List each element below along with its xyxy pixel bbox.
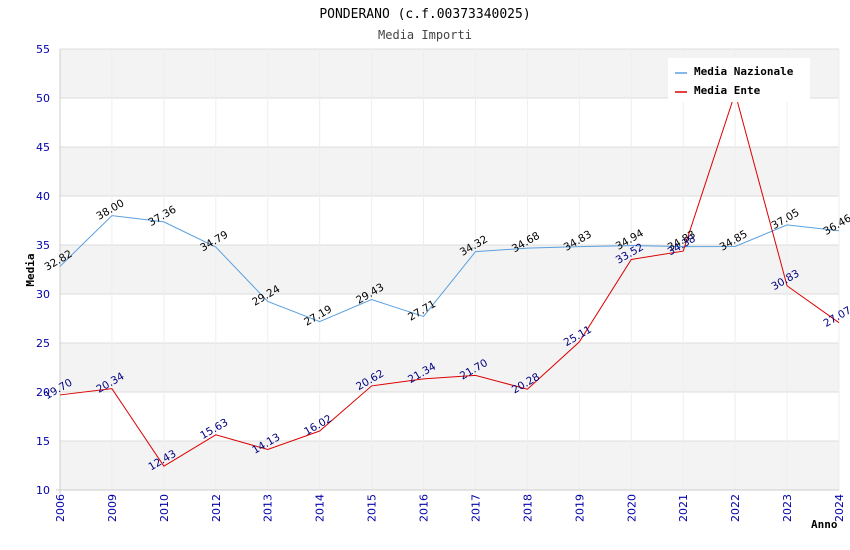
data-label: 27.71 <box>406 298 438 323</box>
chart-title: PONDERANO (c.f.00373340025) <box>319 7 530 22</box>
series-line-ente <box>59 91 840 467</box>
x-tick-label: 2010 <box>158 494 171 522</box>
x-tick-label: 2021 <box>677 494 690 522</box>
x-axis-label: Anno <box>811 518 838 531</box>
grid-band <box>60 441 839 490</box>
x-tick-label: 2015 <box>366 494 379 522</box>
x-tick-label: 2016 <box>418 494 431 522</box>
chart-subtitle: Media Importi <box>378 28 472 42</box>
data-label: 37.05 <box>770 207 802 232</box>
y-tick-label: 30 <box>36 288 50 301</box>
data-label: 27.07 <box>821 304 850 329</box>
y-tick-label: 50 <box>36 92 50 105</box>
legend: Media Nazionale Media Ente <box>668 58 810 102</box>
grid-band <box>60 245 839 294</box>
data-label: 37.36 <box>146 203 178 229</box>
x-tick-label: 2014 <box>314 494 327 522</box>
y-axis-label: Media <box>24 253 37 286</box>
y-tick-label: 40 <box>36 190 50 203</box>
data-label: 19.70 <box>42 377 74 402</box>
data-label: 38.00 <box>94 197 126 222</box>
data-label: 16.02 <box>302 413 334 438</box>
data-label: 36.46 <box>821 212 850 238</box>
x-tick-label: 2020 <box>625 494 638 522</box>
series-line-nazionale <box>59 215 840 323</box>
x-tick-label: 2006 <box>54 494 67 522</box>
grid-band <box>60 147 839 196</box>
x-tick-label: 2018 <box>521 494 534 522</box>
x-tick-label: 2019 <box>573 494 586 522</box>
x-tick-label: 2017 <box>469 494 482 522</box>
y-tick-label: 10 <box>36 484 50 497</box>
y-tick-label: 35 <box>36 239 50 252</box>
x-tick-label: 2009 <box>106 494 119 522</box>
y-tick-label: 55 <box>36 43 50 56</box>
data-label: 15.63 <box>198 417 230 442</box>
y-tick-label: 15 <box>36 435 50 448</box>
data-label: 27.19 <box>302 303 334 328</box>
y-tick-label: 45 <box>36 141 50 154</box>
x-tick-label: 2023 <box>781 494 794 522</box>
legend-label-ente: Media Ente <box>694 84 761 97</box>
x-tick-label: 2013 <box>262 494 275 522</box>
grid-band <box>60 343 839 392</box>
x-tick-label: 2024 <box>833 494 846 522</box>
legend-label-nazionale: Media Nazionale <box>694 65 794 78</box>
x-tick-label: 2012 <box>210 494 223 522</box>
y-tick-label: 20 <box>36 386 50 399</box>
x-tick-label: 2022 <box>729 494 742 522</box>
y-tick-label: 25 <box>36 337 50 350</box>
